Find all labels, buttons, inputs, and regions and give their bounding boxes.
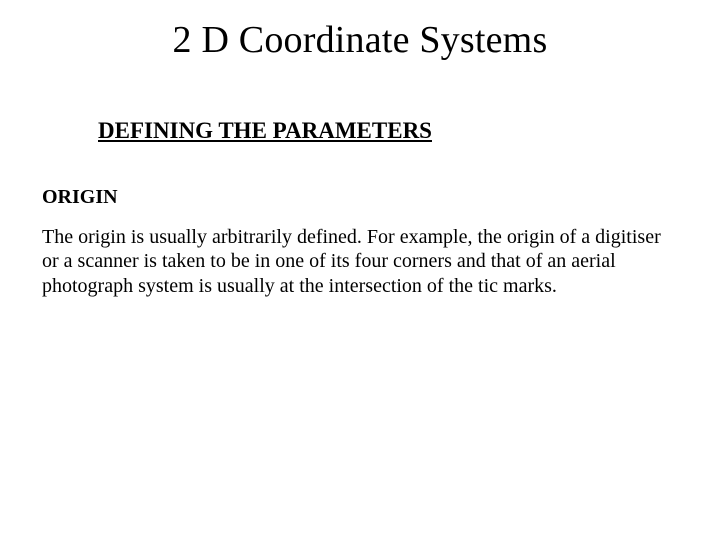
page-title: 2 D Coordinate Systems <box>0 18 720 62</box>
slide: 2 D Coordinate Systems DEFINING THE PARA… <box>0 18 720 540</box>
section-label-origin: ORIGIN <box>42 186 720 209</box>
body-paragraph: The origin is usually arbitrarily define… <box>42 225 670 298</box>
subtitle: DEFINING THE PARAMETERS <box>98 118 720 144</box>
